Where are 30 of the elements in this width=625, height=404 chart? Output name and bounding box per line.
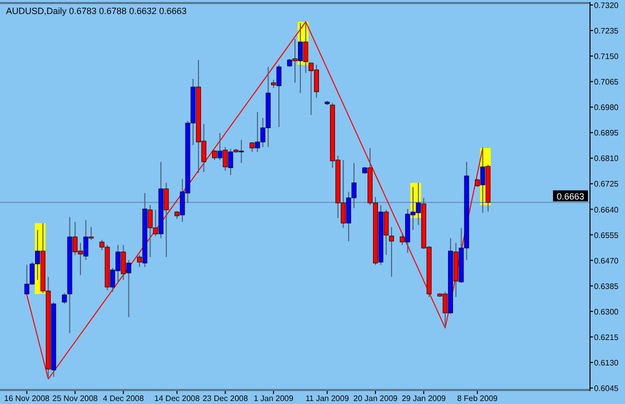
y-tick-label: 0.6215 bbox=[594, 332, 620, 342]
chart-title: AUDUSD,Daily 0.6783 0.6788 0.6632 0.6663 bbox=[6, 6, 187, 16]
x-tick-label: 14 Dec 2008 bbox=[154, 394, 200, 403]
y-tick-label: 0.6640 bbox=[594, 205, 620, 214]
x-tick-label: 25 Nov 2008 bbox=[52, 394, 98, 403]
y-tick-label: 0.7320 bbox=[594, 1, 620, 10]
y-tick-label: 0.6045 bbox=[594, 384, 620, 393]
y-tick-label: 0.6470 bbox=[594, 256, 620, 266]
x-tick-label: 29 Jan 2009 bbox=[402, 394, 446, 403]
y-tick-label: 0.6895 bbox=[594, 128, 620, 138]
y-tick-label: 0.7150 bbox=[594, 52, 620, 62]
ref-line-label: 0.6663 bbox=[556, 191, 584, 202]
y-tick-label: 0.7065 bbox=[594, 78, 620, 87]
x-tick-label: 1 Jan 2009 bbox=[254, 394, 294, 403]
x-tick-label: 20 Jan 2009 bbox=[353, 394, 398, 403]
x-tick-label: 23 Dec 2008 bbox=[202, 394, 249, 403]
candlestick bbox=[62, 292, 67, 304]
y-tick-label: 0.6555 bbox=[594, 230, 620, 240]
x-tick-label: 4 Dec 2008 bbox=[102, 394, 144, 403]
x-tick-label: 11 Jan 2009 bbox=[305, 394, 350, 403]
candlestick bbox=[389, 226, 394, 278]
y-tick-label: 0.6980 bbox=[594, 103, 620, 112]
x-tick-label: 16 Nov 2008 bbox=[4, 394, 50, 403]
x-tick-label: 8 Feb 2009 bbox=[457, 394, 498, 403]
y-tick-label: 0.6725 bbox=[594, 180, 620, 189]
y-tick-label: 0.6300 bbox=[594, 307, 620, 316]
y-tick-label: 0.6130 bbox=[594, 358, 620, 368]
y-tick-label: 0.7235 bbox=[594, 26, 620, 36]
y-tick-label: 0.6810 bbox=[594, 154, 620, 164]
y-tick-label: 0.6385 bbox=[594, 282, 620, 291]
